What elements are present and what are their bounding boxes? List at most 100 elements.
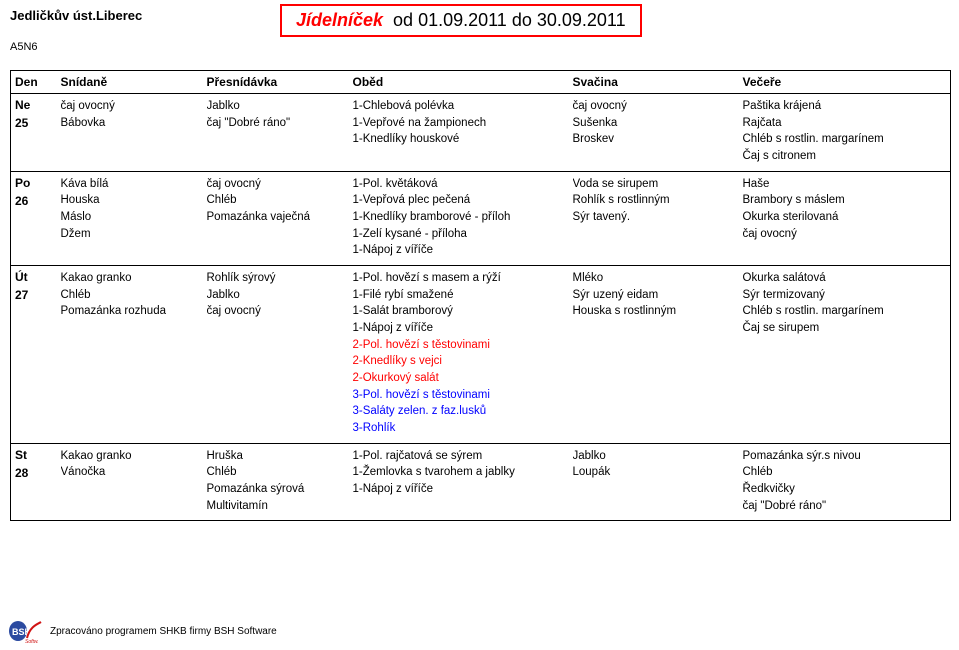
cell-line: Houska <box>61 192 199 209</box>
cell-line: 2-Knedlíky s vejci <box>353 353 565 370</box>
day-cell: Po26 <box>11 171 57 265</box>
cell-line: 2-Pol. hovězí s těstovinami <box>353 337 565 354</box>
breakfast-cell: Káva bíláHouskaMásloDžem <box>57 171 203 265</box>
title-dates: od 01.09.2011 do 30.09.2011 <box>393 10 626 31</box>
day-number: 27 <box>15 288 53 302</box>
cell-line: Jablko <box>207 98 345 115</box>
cell-line: 1-Nápoj z víříče <box>353 242 565 259</box>
title-word: Jídelníček <box>296 10 383 31</box>
presnidavka-cell: čaj ovocnýChlébPomazánka vaječná <box>203 171 349 265</box>
cell-line: Rohlík s rostlinným <box>573 192 735 209</box>
cell-line: 1-Knedlíky houskové <box>353 131 565 148</box>
cell-line: Bábovka <box>61 115 199 132</box>
svacina-cell: Voda se sirupemRohlík s rostlinnýmSýr ta… <box>569 171 739 265</box>
org-code: A5N6 <box>10 41 949 53</box>
cell-line: Voda se sirupem <box>573 176 735 193</box>
cell-line: Chléb <box>207 464 345 481</box>
cell-line: Hruška <box>207 448 345 465</box>
cell-line: čaj ovocný <box>573 98 735 115</box>
day-number: 28 <box>15 466 53 480</box>
cell-line: 1-Salát bramborový <box>353 303 565 320</box>
weekday: Út <box>15 270 53 286</box>
cell-line: Kakao granko <box>61 270 199 287</box>
vendor-logo-icon: BSH Softw. <box>8 618 42 644</box>
cell-line: Sušenka <box>573 115 735 132</box>
obed-cell: 1-Pol. květáková1-Vepřová plec pečená1-K… <box>349 171 569 265</box>
cell-line: 1-Zelí kysané - příloha <box>353 226 565 243</box>
cell-line: Pomazánka vaječná <box>207 209 345 226</box>
weekday: Ne <box>15 98 53 114</box>
cell-line: Rohlík sýrový <box>207 270 345 287</box>
breakfast-cell: Kakao grankoChlébPomazánka rozhuda <box>57 266 203 444</box>
title-box: Jídelníček od 01.09.2011 do 30.09.2011 <box>280 4 642 37</box>
cell-line: Pomazánka sýrová <box>207 481 345 498</box>
cell-line: Jablko <box>573 448 735 465</box>
footer: BSH Softw. Zpracováno programem SHKB fir… <box>8 618 277 644</box>
cell-line: Kakao granko <box>61 448 199 465</box>
cell-line: 1-Pol. květáková <box>353 176 565 193</box>
obed-cell: 1-Pol. rajčatová se sýrem1-Žemlovka s tv… <box>349 443 569 521</box>
cell-line: Ředkvičky <box>743 481 947 498</box>
presnidavka-cell: HruškaChlébPomazánka sýrováMultivitamín <box>203 443 349 521</box>
cell-line: Houska s rostlinným <box>573 303 735 320</box>
cell-line: Chléb <box>743 464 947 481</box>
obed-cell: 1-Pol. hovězí s masem a rýží1-Filé rybí … <box>349 266 569 444</box>
weekday: Po <box>15 176 53 192</box>
vecere-cell: Okurka salátováSýr termizovanýChléb s ro… <box>739 266 951 444</box>
cell-line: Sýr tavený. <box>573 209 735 226</box>
cell-line: 1-Knedlíky bramborové - příloh <box>353 209 565 226</box>
cell-line: Káva bílá <box>61 176 199 193</box>
cell-line: Paštika krájená <box>743 98 947 115</box>
cell-line: Pomazánka sýr.s nivou <box>743 448 947 465</box>
day-number: 25 <box>15 116 53 130</box>
cell-line: Multivitamín <box>207 498 345 515</box>
cell-line: Okurka salátová <box>743 270 947 287</box>
cell-line: Haše <box>743 176 947 193</box>
cell-line: 1-Pol. rajčatová se sýrem <box>353 448 565 465</box>
cell-line: Brambory s máslem <box>743 192 947 209</box>
col-snack1: Přesnídávka <box>203 71 349 94</box>
svg-text:Softw.: Softw. <box>25 639 39 644</box>
cell-line: Máslo <box>61 209 199 226</box>
cell-line: Čaj se sirupem <box>743 320 947 337</box>
cell-line: Vánočka <box>61 464 199 481</box>
cell-line: 3-Pol. hovězí s těstovinami <box>353 387 565 404</box>
day-cell: St28 <box>11 443 57 521</box>
cell-line: Okurka sterilovaná <box>743 209 947 226</box>
cell-line: Sýr termizovaný <box>743 287 947 304</box>
col-lunch: Oběd <box>349 71 569 94</box>
cell-line: 1-Nápoj z víříče <box>353 481 565 498</box>
table-row: St28Kakao grankoVánočkaHruškaChlébPomazá… <box>11 443 951 521</box>
table-row: Út 27 Kakao grankoChlébPomazánka rozhudaRo… <box>11 266 951 444</box>
cell-line: Chléb s rostlin. margarínem <box>743 131 947 148</box>
cell-line: Broskev <box>573 131 735 148</box>
col-breakfast: Snídaně <box>57 71 203 94</box>
cell-line: Chléb <box>207 192 345 209</box>
col-dinner: Večeře <box>739 71 951 94</box>
cell-line: Mléko <box>573 270 735 287</box>
cell-line: 1-Nápoj z víříče <box>353 320 565 337</box>
vecere-cell: Paštika krájenáRajčataChléb s rostlin. m… <box>739 94 951 172</box>
cell-line: Jablko <box>207 287 345 304</box>
table-row: Ne25čaj ovocnýBábovkaJablkočaj "Dobré rá… <box>11 94 951 172</box>
cell-line: Džem <box>61 226 199 243</box>
footer-credit: Zpracováno programem SHKB firmy BSH Soft… <box>50 626 277 637</box>
day-cell: Ne 25 <box>11 94 57 172</box>
col-snack2: Svačina <box>569 71 739 94</box>
cell-line: čaj "Dobré ráno" <box>743 498 947 515</box>
cell-line: 1-Filé rybí smažené <box>353 287 565 304</box>
cell-line: Čaj s citronem <box>743 148 947 165</box>
svacina-cell: JablkoLoupák <box>569 443 739 521</box>
cell-line: čaj ovocný <box>61 98 199 115</box>
table-header-row: Den Snídaně Přesnídávka Oběd Svačina Več… <box>11 71 951 94</box>
cell-line: čaj ovocný <box>207 303 345 320</box>
cell-line: čaj ovocný <box>743 226 947 243</box>
breakfast-cell: Kakao grankoVánočka <box>57 443 203 521</box>
col-day: Den <box>11 71 57 94</box>
cell-line: 1-Chlebová polévka <box>353 98 565 115</box>
cell-line: 1-Vepřové na žampionech <box>353 115 565 132</box>
cell-line: 2-Okurkový salát <box>353 370 565 387</box>
table-row: Po26Káva bíláHouskaMásloDžemčaj ovocnýCh… <box>11 171 951 265</box>
cell-line: 1-Vepřová plec pečená <box>353 192 565 209</box>
cell-line: 1-Pol. hovězí s masem a rýží <box>353 270 565 287</box>
